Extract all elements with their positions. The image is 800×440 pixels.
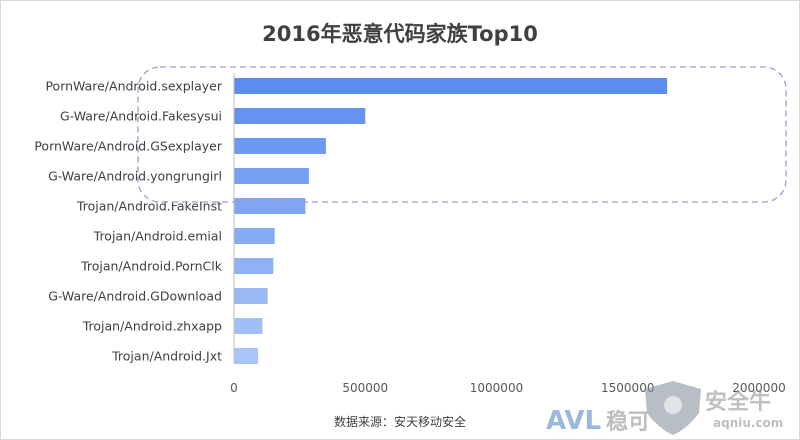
bar-4: [234, 168, 309, 184]
watermark: AVL 稳可 安全牛 aqniu.com: [546, 381, 783, 436]
chart-title: 2016年恶意代码家族Top10: [262, 22, 538, 46]
x-tick-label: 500000: [342, 381, 388, 395]
category-label: Trojan/Android.zhxapp: [82, 319, 222, 334]
category-label: Trojan/Android.emial: [93, 229, 222, 244]
category-labels: PornWare/Android.sexplayer G-Ware/Android…: [34, 79, 223, 364]
shield-logo-icon: [645, 381, 701, 435]
watermark-url-text: aqniu.com: [713, 416, 783, 430]
x-tick-label: 0: [230, 381, 238, 395]
watermark-brand-text: 安全牛: [705, 389, 771, 415]
bar-6: [234, 228, 275, 244]
category-label: PornWare/Android.sexplayer: [45, 79, 222, 94]
category-label: Trojan/Android.FakeInst: [76, 199, 222, 214]
category-label: G-Ware/Android.yongrungirl: [48, 169, 222, 184]
category-label: Trojan/Android.PornClk: [80, 259, 223, 274]
category-label: Trojan/Android.Jxt: [111, 349, 222, 364]
x-tick-label: 1500000: [601, 381, 654, 395]
source-note: 数据来源：安天移动安全: [334, 414, 466, 429]
category-label: G-Ware/Android.GDownload: [48, 289, 222, 304]
x-tick-label: 2000000: [732, 381, 785, 395]
category-label: PornWare/Android.GSexplayer: [34, 139, 223, 154]
top5-highlight-box: [137, 66, 787, 203]
bar-5: [234, 198, 306, 214]
watermark-avl-text: AVL: [546, 406, 601, 436]
bars-group: [234, 78, 668, 364]
bar-7: [234, 258, 274, 274]
bar-10: [234, 348, 259, 364]
category-label: G-Ware/Android.Fakesysui: [60, 109, 222, 124]
bar-3: [234, 138, 326, 154]
bar-9: [234, 318, 263, 334]
x-axis-ticks: 0 500000 1000000 1500000 2000000: [230, 381, 786, 395]
bar-8: [234, 288, 268, 304]
x-tick-label: 1000000: [470, 381, 523, 395]
watermark-mid-text: 稳可: [606, 409, 650, 435]
bar-2: [234, 108, 366, 124]
bar-1: [234, 78, 668, 94]
